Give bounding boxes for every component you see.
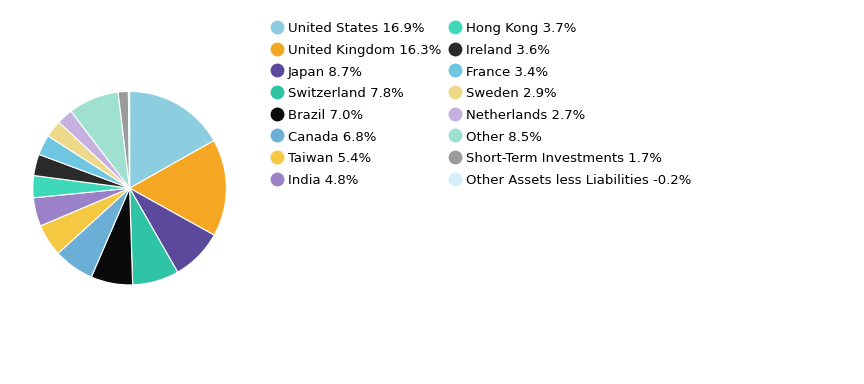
Wedge shape — [130, 91, 214, 188]
Wedge shape — [59, 111, 130, 188]
Wedge shape — [118, 91, 130, 188]
Wedge shape — [48, 122, 130, 188]
Wedge shape — [34, 188, 130, 226]
Wedge shape — [130, 188, 178, 285]
Wedge shape — [130, 188, 214, 272]
Wedge shape — [92, 188, 133, 285]
Wedge shape — [41, 188, 130, 253]
Wedge shape — [71, 92, 130, 188]
Wedge shape — [39, 136, 130, 188]
Wedge shape — [34, 154, 130, 188]
Wedge shape — [58, 188, 130, 277]
Wedge shape — [33, 175, 130, 198]
Wedge shape — [130, 141, 226, 235]
Wedge shape — [129, 91, 130, 188]
Legend: United States 16.9%, United Kingdom 16.3%, Japan 8.7%, Switzerland 7.8%, Brazil : United States 16.9%, United Kingdom 16.3… — [270, 18, 696, 191]
